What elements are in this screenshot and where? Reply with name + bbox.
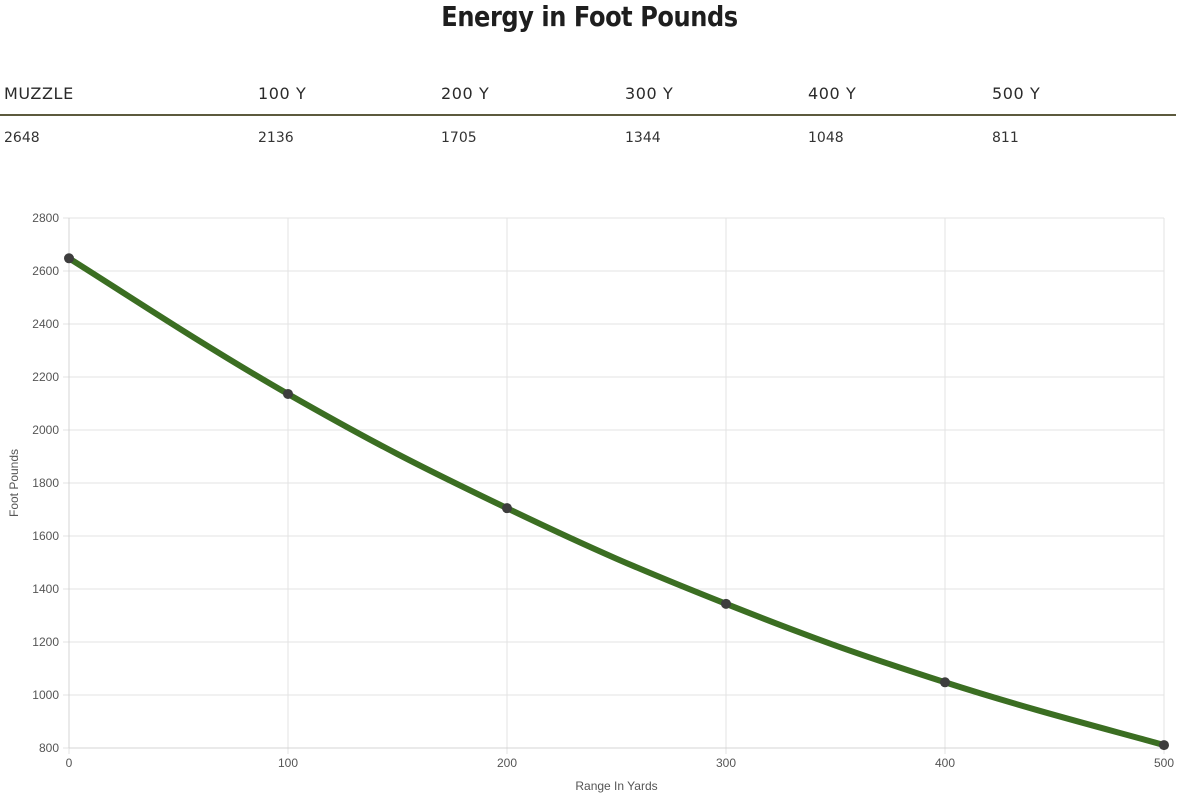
chart-series xyxy=(66,255,1167,749)
y-tick-label: 1400 xyxy=(32,582,59,596)
table-header-row: MUZZLE 100 Y 200 Y 300 Y 400 Y 500 Y xyxy=(0,76,1176,116)
x-tick-label: 0 xyxy=(66,756,73,770)
column-header-100y: 100 Y xyxy=(258,84,307,103)
y-tick-label: 2600 xyxy=(32,264,59,278)
column-header-500y: 500 Y xyxy=(992,84,1041,103)
y-tick-label: 800 xyxy=(39,741,59,755)
page-title: Energy in Foot Pounds xyxy=(441,0,738,33)
data-point-300[interactable] xyxy=(721,598,731,609)
data-point-400[interactable] xyxy=(940,677,950,688)
y-tick-label: 2200 xyxy=(32,370,59,384)
y-tick-label: 1600 xyxy=(32,529,59,543)
y-tick-label: 2400 xyxy=(32,317,59,331)
column-header-400y: 400 Y xyxy=(808,84,857,103)
y-tick-label: 1000 xyxy=(32,688,59,702)
data-point-500[interactable] xyxy=(1159,740,1169,751)
table-value-row: 2648 2136 1705 1344 1048 811 xyxy=(0,116,1176,160)
energy-chart: 800 1000 1200 1400 1600 1800 2000 2200 2400 2600 2… xyxy=(0,200,1179,794)
value-cell-muzzle: 2648 xyxy=(4,130,40,146)
chart-grid xyxy=(63,217,1165,754)
data-point-100[interactable] xyxy=(283,388,293,399)
x-tick-label: 100 xyxy=(278,756,298,770)
column-header-300y: 300 Y xyxy=(625,84,674,103)
value-cell-300y: 1344 xyxy=(625,130,661,146)
y-tick-label: 2800 xyxy=(32,211,59,225)
y-tick-label: 1800 xyxy=(32,476,59,490)
value-cell-500y: 811 xyxy=(992,130,1019,146)
value-cell-400y: 1048 xyxy=(808,130,844,146)
chart-ticks: 8001000120014001600180020002200240026002… xyxy=(32,211,1174,770)
chart-points xyxy=(64,253,1169,751)
x-tick-label: 300 xyxy=(716,756,736,770)
y-tick-label: 2000 xyxy=(32,423,59,437)
y-tick-label: 1200 xyxy=(32,635,59,649)
energy-table: MUZZLE 100 Y 200 Y 300 Y 400 Y 500 Y 264… xyxy=(0,76,1176,160)
value-cell-200y: 1705 xyxy=(441,130,477,146)
data-point-200[interactable] xyxy=(502,503,512,514)
energy-series-line xyxy=(66,255,1167,749)
energy-chart-svg: 8001000120014001600180020002200240026002… xyxy=(7,211,1174,793)
column-header-muzzle: MUZZLE xyxy=(4,84,74,103)
x-tick-label: 200 xyxy=(497,756,517,770)
x-axis-title: Range In Yards xyxy=(575,779,657,793)
y-axis-title: Foot Pounds xyxy=(7,449,21,517)
x-tick-label: 400 xyxy=(935,756,955,770)
x-tick-label: 500 xyxy=(1154,756,1174,770)
value-cell-100y: 2136 xyxy=(258,130,294,146)
column-header-200y: 200 Y xyxy=(441,84,490,103)
data-point-0[interactable] xyxy=(64,253,74,264)
